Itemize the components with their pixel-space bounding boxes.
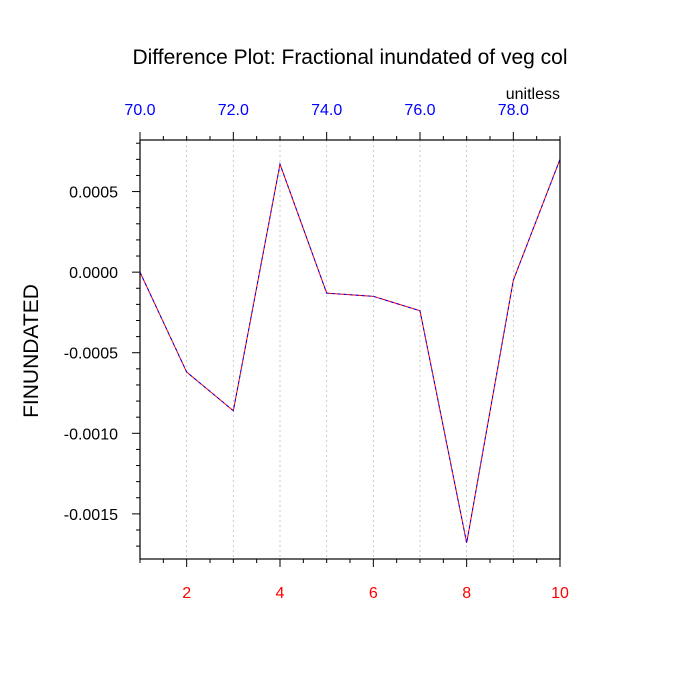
chart-title: Difference Plot: Fractional inundated of… [132, 46, 567, 69]
y-tick-label: -0.0015 [64, 507, 118, 524]
top-tick-label: 72.0 [218, 102, 249, 119]
top-tick-label: 78.0 [498, 102, 529, 119]
top-tick-label: 70.0 [124, 102, 155, 119]
x-tick-label: 8 [462, 585, 471, 602]
x-tick-label: 6 [369, 585, 378, 602]
series-line-dash-0 [139, 159, 561, 543]
plot-frame [139, 139, 561, 560]
x-tick-label: 2 [182, 585, 191, 602]
top-tick-label: 76.0 [404, 102, 435, 119]
x-tick-label: 10 [551, 585, 569, 602]
y-axis-label: FINUNDATED [20, 284, 43, 418]
x-tick-label: 4 [276, 585, 285, 602]
units-label: unitless [506, 86, 560, 103]
y-tick-label: -0.0005 [64, 346, 118, 363]
tick-labels: 2 4 6 8 10 70.0 72.0 74.0 76.0 78.0 0.0005 0.0000 -0… [64, 102, 569, 602]
y-tick-label: 0.0005 [69, 185, 118, 202]
tick-marks [132, 132, 561, 567]
series-line-0 [139, 159, 561, 543]
y-tick-label: -0.0010 [64, 426, 118, 443]
grid [186, 140, 514, 559]
top-tick-label: 74.0 [311, 102, 342, 119]
series-group [139, 159, 561, 543]
y-tick-label: 0.0000 [69, 265, 118, 282]
